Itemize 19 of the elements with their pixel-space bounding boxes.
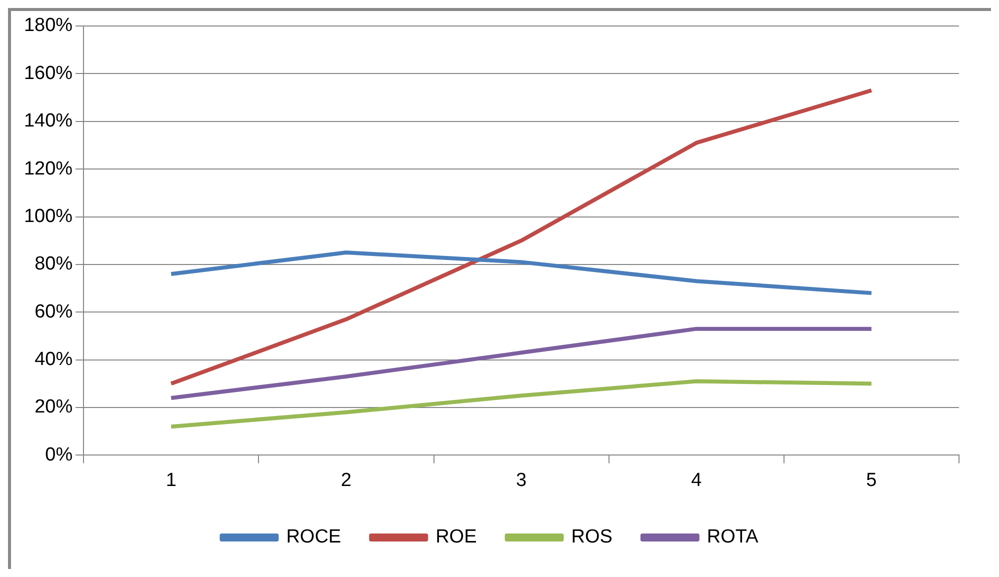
y-tick-label: 180% [24, 15, 73, 36]
y-tick-label: 140% [24, 110, 73, 132]
legend-label: ROS [571, 526, 612, 548]
y-tick-label: 80% [34, 254, 73, 275]
x-tick-label: 2 [340, 470, 352, 491]
y-tick-label: 20% [34, 396, 73, 418]
y-tick-label: 60% [34, 301, 73, 322]
legend-label: ROE [436, 526, 477, 548]
y-tick-label: 120% [24, 158, 73, 180]
legend-label: ROTA [706, 526, 759, 548]
y-tick-label: 0% [45, 444, 73, 466]
y-tick-label: 40% [34, 349, 73, 370]
x-tick-label: 3 [516, 470, 527, 491]
x-tick-label: 4 [691, 470, 702, 491]
y-tick-label: 100% [24, 206, 73, 227]
y-tick-label: 160% [24, 62, 73, 84]
legend-label: ROCE [286, 526, 342, 548]
x-tick-label: 5 [866, 470, 877, 491]
x-tick-label: 1 [166, 470, 176, 491]
